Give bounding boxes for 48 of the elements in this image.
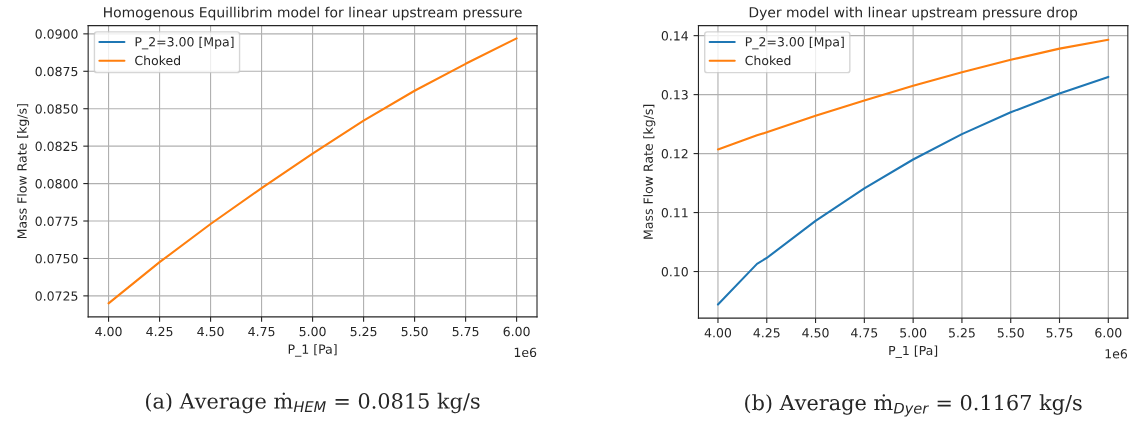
x-tick-label: 4.00 [95,326,122,337]
y-tick-label: 0.11 [661,208,688,218]
x-tick-label: 5.75 [1046,328,1073,338]
x-tick-label: 4.50 [197,326,224,337]
x-tick-label: 5.50 [401,326,428,337]
y-tick-label: 0.12 [661,149,688,159]
y-tick-label: 0.0825 [35,141,78,152]
y-tick-label: 0.13 [661,90,688,100]
x-tick-label: 6.00 [1095,328,1122,338]
x-tick-label: 5.75 [452,326,479,337]
y-tick-label: 0.0850 [35,104,78,114]
y-tick-label: 0.0800 [35,179,78,189]
chart-title: Dyer model with linear upstream pressure drop [749,6,1078,21]
x-tick-label: 4.00 [704,328,732,338]
y-axis-title: Mass Flow Rate [kg/s] [643,104,656,239]
y-axis-title: Mass Flow Rate [kg/s] [17,104,30,239]
text: 1e6 [1105,349,1128,359]
y-tick-label: 0.0750 [35,253,78,264]
text: (b) Average ṁ$_{Dyer}$ = 0.1167 kg/s [745,394,1082,417]
y-tick-label: 0.0900 [35,29,78,39]
legend-label: P_2=3.00 [Mpa] [135,36,234,50]
legend-label: Choked [745,55,791,66]
line-series [107,37,518,305]
text: (a) Average ṁ$_{HEM}$ = 0.0815 kg/s [146,392,480,414]
x-tick-label: 4.75 [851,328,878,338]
x-tick-label: 4.25 [753,328,780,338]
legend-label: P_2=3.00 [Mpa] [745,36,844,50]
x-tick-label: 4.25 [146,326,173,337]
line-series [716,38,1110,151]
x-tick-label: 5.25 [350,326,377,337]
x-tick-label: 4.50 [802,328,829,338]
y-tick-label: 0.0875 [35,66,78,77]
x-tick-label: 5.25 [948,328,975,338]
x-tick-label: 5.50 [997,328,1024,338]
text: 1e6 [514,347,537,358]
y-tick-label: 0.0775 [35,216,78,226]
x-tick-label: 6.00 [503,326,530,337]
y-tick-label: 0.14 [661,31,689,41]
x-axis-title: P_1 [Pa] [288,344,337,357]
chart-title: Homogenous Equillibrim model for linear upstream pressure [104,6,522,21]
y-tick-label: 0.10 [661,267,688,277]
x-tick-label: 4.75 [248,326,275,337]
x-tick-label: 5.00 [900,328,927,338]
line-series [716,75,1110,306]
x-tick-label: 5.00 [299,326,326,337]
y-tick-label: 0.0725 [35,291,78,301]
legend-label: Choked [135,55,180,66]
x-axis-title: P_1 [Pa] [889,345,938,358]
